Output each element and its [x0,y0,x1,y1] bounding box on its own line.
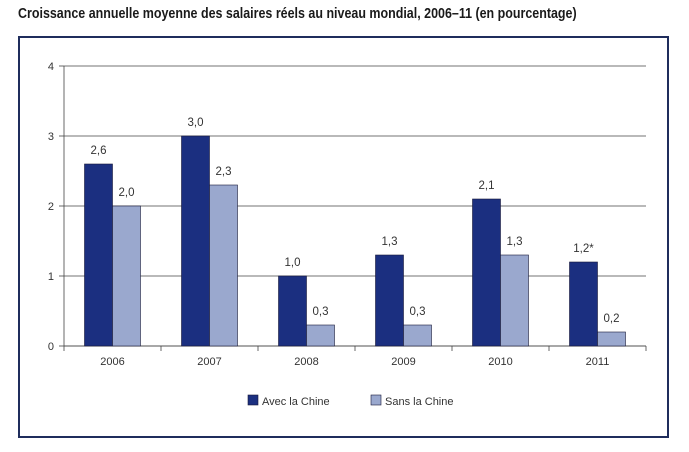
data-label: 3,0 [188,117,204,129]
data-label: 1,3 [507,236,523,248]
bar [84,163,113,347]
y-tick-label: 2 [48,201,54,213]
bar [112,205,141,347]
data-label: 0,3 [410,306,426,318]
data-label: 2,1 [479,180,495,192]
data-label: 1,0 [285,257,301,269]
x-tick-label: 2006 [100,356,124,368]
bar [500,254,529,347]
data-label: 2,3 [216,166,232,178]
legend-label: Avec la Chine [262,396,330,408]
bar [278,275,307,347]
data-label: 2,0 [119,187,135,199]
bar [597,331,626,347]
chart-title: Croissance annuelle moyenne des salaires… [18,6,577,22]
bar [375,254,404,347]
x-tick-label: 2011 [586,356,610,368]
bar [306,324,335,347]
data-label: 2,6 [91,145,107,157]
bar [181,135,210,347]
legend-label: Sans la Chine [385,396,454,408]
y-tick-label: 4 [48,61,54,73]
bar [209,184,238,347]
bar [472,198,501,347]
bar [569,261,598,347]
x-tick-label: 2010 [488,356,512,368]
legend-swatch [247,394,259,406]
data-label: 0,2 [604,313,620,325]
data-label: 0,3 [313,306,329,318]
bar [403,324,432,347]
legend-swatch [370,394,382,406]
x-tick-label: 2009 [391,356,415,368]
y-tick-label: 3 [48,131,54,143]
x-tick-label: 2007 [197,356,221,368]
x-tick-label: 2008 [294,356,318,368]
data-label: 1,3 [382,236,398,248]
chart-frame [18,36,669,438]
data-label: 1,2* [573,243,594,255]
y-tick-label: 0 [48,341,54,353]
y-tick-label: 1 [48,271,54,283]
